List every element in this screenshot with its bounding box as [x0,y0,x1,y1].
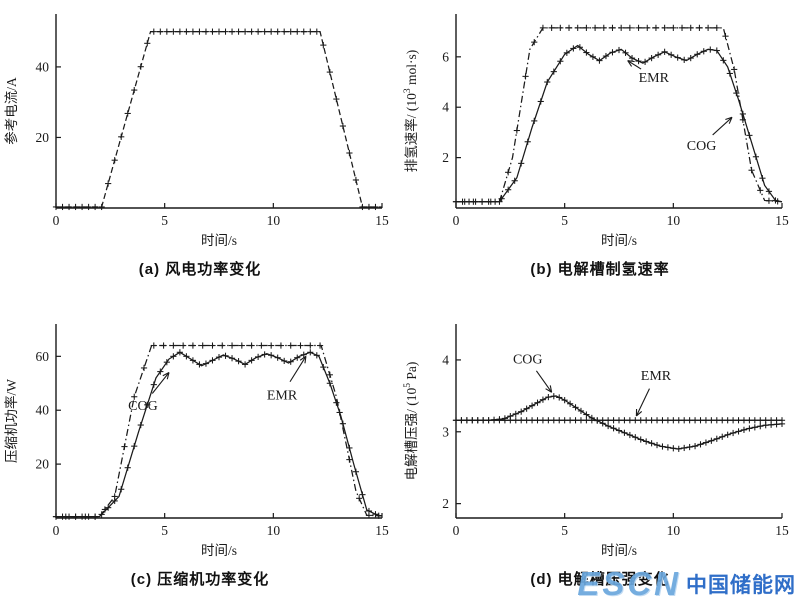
chart-a-wind-power: 0 5 10 15 20 40 时间/s 参考电流/A [3,14,389,248]
svg-text:电解槽压强/ (105 Pa): 电解槽压强/ (105 Pa) [403,362,419,481]
svg-text:COG: COG [513,353,543,368]
svg-text:压缩机功率/W: 压缩机功率/W [3,379,19,463]
svg-text:4: 4 [442,100,449,115]
svg-text:时间/s: 时间/s [601,233,637,248]
svg-text:2: 2 [442,496,449,511]
svg-text:15: 15 [375,523,389,538]
svg-text:EMR: EMR [639,71,670,86]
caption-d: (d) 电解槽压强变化 [530,571,670,588]
svg-text:COG: COG [128,399,158,414]
caption-c: (c) 压缩机功率变化 [130,571,270,588]
svg-text:10: 10 [667,523,681,538]
svg-text:6: 6 [442,49,449,64]
svg-text:2: 2 [442,150,449,165]
svg-text:40: 40 [36,59,50,74]
svg-text:0: 0 [453,523,460,538]
svg-text:时间/s: 时间/s [201,543,237,558]
panel-b: 0 5 10 15 2 4 6 时间/s 排氢速率/ (103 mol·s) EMR COG (b)… [400,0,800,300]
svg-text:时间/s: 时间/s [601,543,637,558]
panel-c: 0 5 10 15 20 40 60 时间/s 压缩机功率/W COG EMR (c) 压缩机功率变… [0,300,400,609]
svg-text:时间/s: 时间/s [201,233,237,248]
svg-text:40: 40 [36,403,50,418]
svg-text:COG: COG [687,139,717,154]
svg-text:60: 60 [36,349,50,364]
svg-text:10: 10 [267,523,281,538]
svg-text:5: 5 [561,213,568,228]
svg-text:20: 20 [36,457,50,472]
svg-text:EMR: EMR [267,388,298,403]
svg-text:5: 5 [161,523,168,538]
svg-text:参考电流/A: 参考电流/A [3,77,19,145]
svg-text:EMR: EMR [641,369,672,384]
svg-text:5: 5 [561,523,568,538]
svg-text:20: 20 [36,130,50,145]
caption-a: (a) 风电功率变化 [138,261,262,278]
svg-text:排氢速率/ (103 mol·s): 排氢速率/ (103 mol·s) [403,50,419,173]
panel-a: 0 5 10 15 20 40 时间/s 参考电流/A (a) 风电功率变化 [0,0,400,300]
caption-b: (b) 电解槽制氢速率 [530,261,670,278]
svg-text:15: 15 [375,213,389,228]
svg-text:0: 0 [453,213,460,228]
svg-text:10: 10 [667,213,681,228]
chart-d-electrolyzer-pressure: 0 5 10 15 2 3 4 时间/s 电解槽压强/ (105 Pa) COG EMR [403,324,789,558]
svg-text:15: 15 [775,523,789,538]
svg-text:5: 5 [161,213,168,228]
svg-text:3: 3 [442,424,449,439]
chart-c-compressor-power: 0 5 10 15 20 40 60 时间/s 压缩机功率/W COG EMR [3,324,389,558]
svg-text:0: 0 [53,213,60,228]
svg-text:0: 0 [53,523,60,538]
panel-d: 0 5 10 15 2 3 4 时间/s 电解槽压强/ (105 Pa) COG EMR (d) 电… [400,300,800,609]
svg-text:15: 15 [775,213,789,228]
svg-text:10: 10 [267,213,281,228]
chart-b-hydrogen-rate: 0 5 10 15 2 4 6 时间/s 排氢速率/ (103 mol·s) EMR COG [403,14,789,248]
svg-text:4: 4 [442,352,449,367]
